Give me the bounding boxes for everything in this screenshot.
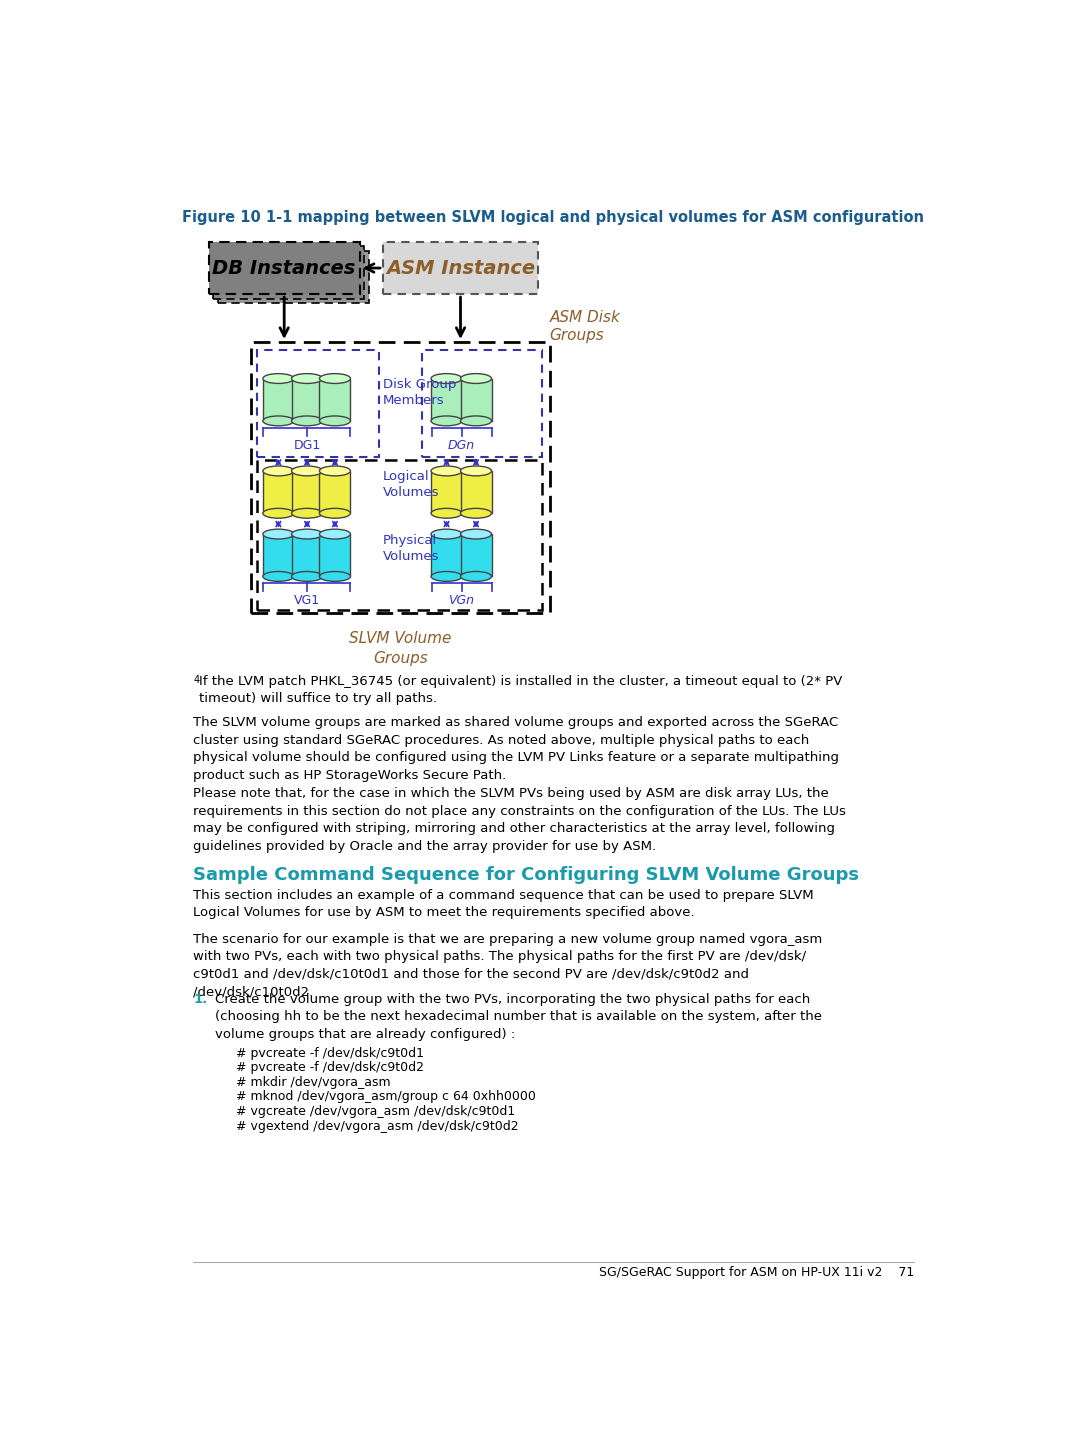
FancyBboxPatch shape bbox=[431, 378, 462, 421]
Ellipse shape bbox=[431, 571, 462, 581]
Text: SG/SGeRAC Support for ASM on HP-UX 11i v2    71: SG/SGeRAC Support for ASM on HP-UX 11i v… bbox=[598, 1265, 914, 1278]
Text: # vgcreate /dev/vgora_asm /dev/dsk/c9t0d1: # vgcreate /dev/vgora_asm /dev/dsk/c9t0d… bbox=[235, 1104, 515, 1117]
Ellipse shape bbox=[460, 529, 491, 539]
Text: Sample Command Sequence for Configuring SLVM Volume Groups: Sample Command Sequence for Configuring … bbox=[193, 866, 859, 883]
Ellipse shape bbox=[320, 529, 350, 539]
Ellipse shape bbox=[320, 466, 350, 476]
Text: 1.: 1. bbox=[193, 992, 207, 1005]
Text: Figure 10 1-1 mapping between SLVM logical and physical volumes for ASM configur: Figure 10 1-1 mapping between SLVM logic… bbox=[183, 210, 924, 224]
Ellipse shape bbox=[460, 416, 491, 426]
Text: VG1: VG1 bbox=[294, 594, 320, 607]
Text: # mknod /dev/vgora_asm/group c 64 0xhh0000: # mknod /dev/vgora_asm/group c 64 0xhh00… bbox=[235, 1090, 536, 1103]
Text: The SLVM volume groups are marked as shared volume groups and exported across th: The SLVM volume groups are marked as sha… bbox=[193, 716, 839, 782]
Ellipse shape bbox=[320, 509, 350, 518]
Text: VGn: VGn bbox=[448, 594, 474, 607]
FancyBboxPatch shape bbox=[460, 533, 491, 577]
FancyBboxPatch shape bbox=[262, 470, 294, 513]
Text: Please note that, for the case in which the SLVM PVs being used by ASM are disk : Please note that, for the case in which … bbox=[193, 787, 846, 853]
Text: 4: 4 bbox=[193, 674, 199, 684]
Text: Disk Group
Members: Disk Group Members bbox=[383, 378, 457, 407]
Ellipse shape bbox=[320, 416, 350, 426]
Text: # mkdir /dev/vgora_asm: # mkdir /dev/vgora_asm bbox=[235, 1076, 390, 1089]
Ellipse shape bbox=[431, 529, 462, 539]
FancyBboxPatch shape bbox=[262, 378, 294, 421]
FancyBboxPatch shape bbox=[218, 252, 369, 303]
FancyBboxPatch shape bbox=[292, 378, 323, 421]
Text: Create the volume group with the two PVs, incorporating the two physical paths f: Create the volume group with the two PVs… bbox=[215, 992, 822, 1041]
Text: ASM Instance: ASM Instance bbox=[386, 259, 535, 278]
FancyBboxPatch shape bbox=[460, 378, 491, 421]
Ellipse shape bbox=[262, 509, 294, 518]
Ellipse shape bbox=[460, 466, 491, 476]
Text: SLVM Volume
Groups: SLVM Volume Groups bbox=[349, 631, 451, 666]
Ellipse shape bbox=[460, 374, 491, 384]
FancyBboxPatch shape bbox=[262, 533, 294, 577]
Text: The scenario for our example is that we are preparing a new volume group named v: The scenario for our example is that we … bbox=[193, 933, 822, 998]
Text: # pvcreate -f /dev/dsk/c9t0d1: # pvcreate -f /dev/dsk/c9t0d1 bbox=[235, 1047, 423, 1060]
FancyBboxPatch shape bbox=[208, 242, 360, 295]
Text: DG1: DG1 bbox=[294, 439, 321, 452]
Text: If the LVM patch PHKL_36745 (or equivalent) is installed in the cluster, a timeo: If the LVM patch PHKL_36745 (or equivale… bbox=[200, 674, 842, 705]
Ellipse shape bbox=[292, 571, 323, 581]
FancyBboxPatch shape bbox=[292, 533, 323, 577]
Text: Logical
Volumes: Logical Volumes bbox=[383, 470, 440, 499]
Ellipse shape bbox=[292, 466, 323, 476]
Ellipse shape bbox=[262, 416, 294, 426]
Ellipse shape bbox=[292, 374, 323, 384]
Text: # pvcreate -f /dev/dsk/c9t0d2: # pvcreate -f /dev/dsk/c9t0d2 bbox=[235, 1061, 423, 1074]
Text: ASM Disk
Groups: ASM Disk Groups bbox=[550, 309, 621, 344]
Text: DB Instances: DB Instances bbox=[213, 259, 356, 278]
FancyBboxPatch shape bbox=[320, 533, 350, 577]
Ellipse shape bbox=[431, 466, 462, 476]
Ellipse shape bbox=[262, 466, 294, 476]
Ellipse shape bbox=[262, 374, 294, 384]
Ellipse shape bbox=[262, 529, 294, 539]
Ellipse shape bbox=[292, 416, 323, 426]
Ellipse shape bbox=[431, 416, 462, 426]
Ellipse shape bbox=[320, 571, 350, 581]
FancyBboxPatch shape bbox=[383, 242, 538, 295]
Text: This section includes an example of a command sequence that can be used to prepa: This section includes an example of a co… bbox=[193, 889, 813, 919]
FancyBboxPatch shape bbox=[292, 470, 323, 513]
FancyBboxPatch shape bbox=[460, 470, 491, 513]
Ellipse shape bbox=[320, 374, 350, 384]
Ellipse shape bbox=[431, 374, 462, 384]
FancyBboxPatch shape bbox=[431, 533, 462, 577]
Ellipse shape bbox=[262, 571, 294, 581]
Ellipse shape bbox=[292, 509, 323, 518]
Ellipse shape bbox=[431, 509, 462, 518]
FancyBboxPatch shape bbox=[213, 246, 364, 299]
FancyBboxPatch shape bbox=[320, 378, 350, 421]
Text: # vgextend /dev/vgora_asm /dev/dsk/c9t0d2: # vgextend /dev/vgora_asm /dev/dsk/c9t0d… bbox=[235, 1120, 518, 1133]
Text: DGn: DGn bbox=[448, 439, 475, 452]
Text: Physical
Volumes: Physical Volumes bbox=[383, 533, 440, 562]
Ellipse shape bbox=[460, 509, 491, 518]
Ellipse shape bbox=[292, 529, 323, 539]
FancyBboxPatch shape bbox=[431, 470, 462, 513]
Ellipse shape bbox=[460, 571, 491, 581]
FancyBboxPatch shape bbox=[320, 470, 350, 513]
